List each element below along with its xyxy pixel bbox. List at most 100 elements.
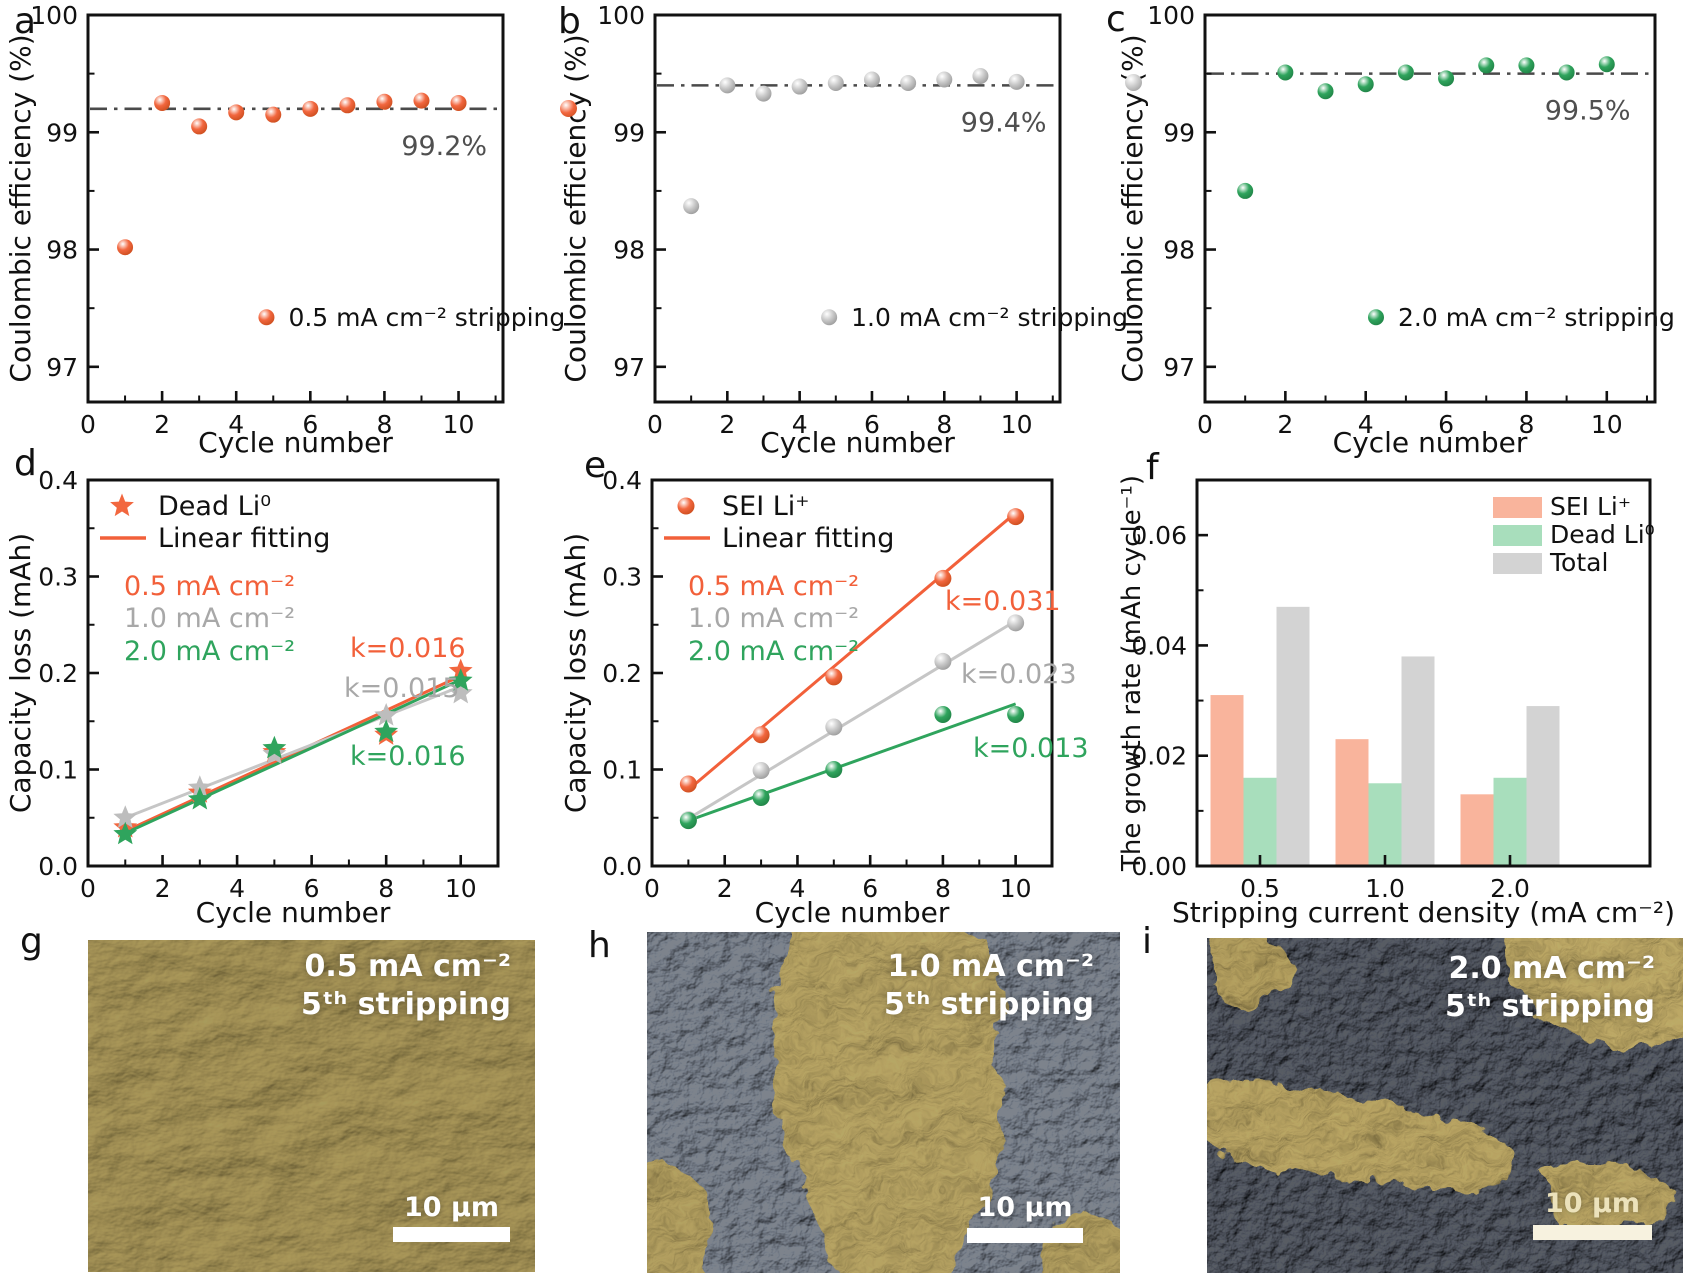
data-point-star	[448, 680, 473, 704]
sem-image-h: 1.0 mA cm⁻² 5ᵗʰ stripping 10 μm	[647, 932, 1120, 1273]
sem-label-g-line1: 0.5 mA cm⁻²	[304, 949, 511, 984]
data-point-ball	[863, 71, 880, 88]
data-point-star	[374, 703, 399, 726]
scale-bar-i	[1533, 1225, 1652, 1240]
y-tick-label: 97	[613, 353, 645, 382]
k-value-label: k=0.015	[344, 673, 460, 704]
legend-label: SEI Li⁺	[1550, 492, 1631, 521]
legend-marker	[821, 309, 838, 326]
bar-SEI Li⁺-0.5	[1210, 695, 1244, 866]
sem-label-g-line2: 5ᵗʰ stripping	[301, 986, 511, 1022]
axis-ticks	[1197, 533, 1208, 868]
refline-label: 99.2%	[401, 131, 487, 162]
sem-image-i: 2.0 mA cm⁻² 5ᵗʰ stripping 10 μm	[1207, 938, 1683, 1273]
data-point-ball	[1397, 64, 1414, 81]
x-tick-label: 4	[229, 874, 245, 903]
scale-label-i: 10 μm	[1545, 1188, 1640, 1219]
legend-marker	[110, 493, 134, 517]
x-tick-label: 10	[1001, 410, 1033, 439]
x-axis-title: Stripping current density (mA cm⁻²)	[1172, 896, 1675, 929]
axis-ticks	[653, 13, 1054, 402]
legend-label: 1.0 mA cm⁻² stripping	[851, 303, 1128, 332]
y-tick-label: 98	[1163, 236, 1195, 265]
y-tick-label: 0.3	[602, 563, 642, 592]
panel-letter-g: g	[20, 921, 43, 962]
legend-marker	[677, 497, 695, 515]
sem-texture-i	[1207, 938, 1683, 1273]
y-tick-label: 97	[1163, 353, 1195, 382]
x-tick-label: 1.0	[1365, 874, 1405, 903]
x-category-ticks	[1258, 855, 1512, 866]
data-point-star	[374, 719, 399, 742]
sem-image-g: 0.5 mA cm⁻² 5ᵗʰ stripping 10 μm	[88, 940, 535, 1272]
y-tick-label: 0.3	[38, 563, 78, 592]
y-tick-label: 97	[46, 353, 78, 382]
legend-marker	[258, 309, 275, 326]
y-tick-label: 98	[613, 236, 645, 265]
series-label: 0.5 mA cm⁻²	[688, 571, 859, 602]
panel-e-chart: 0.0 0.1 0.2 0.3 0.4 Cycle number Capacity loss…	[559, 466, 1089, 929]
panel-d-plot: 0.0 0.1 0.2 0.3 0.4 Cycle number Capacity loss…	[4, 466, 500, 929]
data-point-ball	[1357, 76, 1374, 93]
series-label: 1.0 mA cm⁻²	[124, 603, 295, 634]
x-axis-title: Cycle number	[1333, 426, 1528, 459]
data-point-ball	[1558, 64, 1575, 81]
legend-label: Dead Li⁰	[1550, 520, 1655, 549]
x-tick-label: 6	[862, 874, 878, 903]
data-point-ball	[1237, 182, 1254, 199]
data-point-ball	[755, 85, 772, 102]
fit-line	[687, 511, 1017, 791]
data-point-star	[113, 805, 138, 828]
legend-label: Linear fitting	[722, 523, 894, 554]
x-tick-label: 2	[154, 410, 170, 439]
legend-swatch	[1493, 525, 1542, 546]
y-tick-label: 0.1	[602, 756, 642, 785]
fit-line	[124, 678, 462, 835]
x-tick-label: 0	[1197, 410, 1213, 439]
x-tick-label: 6	[302, 410, 318, 439]
sem-label-h-line1: 1.0 mA cm⁻²	[887, 949, 1094, 984]
data-point-star	[187, 775, 212, 798]
axis-ticks	[1203, 13, 1648, 402]
legend-swatch	[1493, 497, 1542, 518]
scale-label-h: 10 μm	[977, 1192, 1073, 1223]
x-tick-label: 4	[228, 410, 244, 439]
x-tick-label: 0	[80, 410, 96, 439]
fit-line	[124, 685, 462, 820]
y-tick-label: 0.06	[1131, 521, 1187, 550]
fit-line	[687, 619, 1017, 820]
x-tick-label: 2	[1277, 410, 1293, 439]
legend-label: 2.0 mA cm⁻² stripping	[1398, 303, 1675, 332]
sem-label-i-line1: 2.0 mA cm⁻²	[1448, 951, 1655, 986]
bar-Total-1.0	[1401, 656, 1435, 866]
plot-frame	[1203, 13, 1657, 404]
plot-frame	[653, 13, 1062, 404]
scale-label-g: 10 μm	[404, 1192, 499, 1223]
x-tick-label: 6	[864, 410, 880, 439]
stray-data-point	[560, 100, 577, 117]
data-point-ball	[376, 93, 393, 110]
x-tick-label: 6	[1438, 410, 1454, 439]
x-tick-label: 10	[445, 874, 477, 903]
data-point-ball	[752, 788, 770, 806]
x-tick-label: 6	[304, 874, 320, 903]
y-axis-title: Coulombic efficiency (%)	[4, 34, 37, 382]
panel-letter-i: i	[1142, 921, 1153, 962]
refline-label: 99.4%	[961, 107, 1047, 138]
data-point-ball	[752, 761, 770, 779]
data-point-ball	[1317, 83, 1334, 100]
x-tick-label: 4	[790, 874, 806, 903]
legend-label: 0.5 mA cm⁻² stripping	[288, 303, 565, 332]
x-tick-label: 10	[1591, 410, 1623, 439]
panel-letter-a: a	[14, 1, 37, 42]
data-point-ball	[683, 198, 700, 215]
y-tick-label: 99	[46, 118, 78, 147]
data-point-ball	[191, 118, 208, 135]
data-point-ball	[791, 78, 808, 95]
fit-line	[687, 702, 1017, 823]
panel-letter-c: c	[1106, 0, 1126, 40]
data-point-ball	[1478, 57, 1495, 74]
data-point-ball	[972, 67, 989, 84]
